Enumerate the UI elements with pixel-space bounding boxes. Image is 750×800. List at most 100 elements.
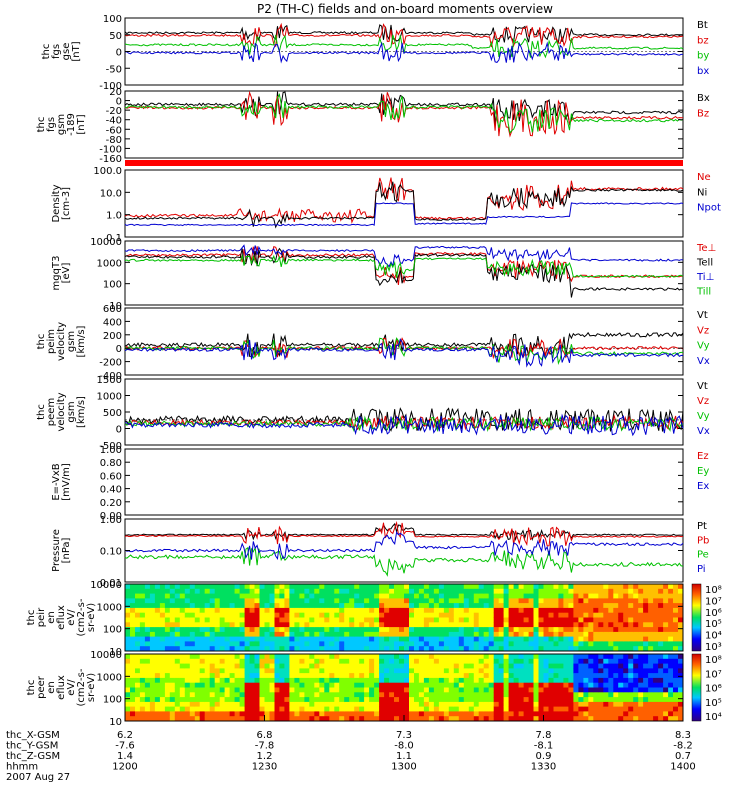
spectrogram-cell (658, 668, 664, 674)
spectrogram-cell (214, 593, 221, 599)
spectrogram-cell (528, 627, 534, 633)
spectrogram-cell (573, 697, 579, 703)
spectrogram-cell (394, 627, 400, 633)
spectrogram-cell (433, 697, 440, 703)
y-tick-label: 10000 (90, 650, 122, 661)
spectrogram-cell (339, 584, 345, 590)
spectrogram-cell (169, 701, 176, 708)
x-axis-row-label: 2007 Aug 27 (6, 772, 70, 783)
spectrogram-cell (339, 687, 345, 693)
spectrogram-cell (563, 603, 569, 609)
spectrogram-cell (428, 673, 435, 679)
spectrogram-cell (394, 636, 400, 642)
spectrogram-cell (209, 588, 216, 594)
spectrogram-cell (573, 711, 579, 717)
spectrogram-cell (289, 663, 295, 669)
spectrogram-cell (518, 658, 524, 664)
spectrogram-cell (663, 607, 669, 614)
spectrogram-cell (404, 603, 410, 609)
spectrogram-cell (663, 668, 669, 674)
spectrogram-cell (224, 584, 230, 590)
spectrogram-cell (244, 641, 250, 647)
spectrogram-cell (359, 697, 365, 703)
spectrogram-cell (433, 668, 440, 674)
y-tick-label: 400 (103, 317, 122, 328)
spectrogram-cell (588, 701, 594, 708)
spectrogram-cell (184, 677, 191, 684)
spectrogram-cell (224, 658, 230, 664)
y-tick-label: 0.10 (100, 547, 122, 558)
spectrogram-cell (364, 636, 370, 642)
spectrogram-cell (164, 682, 171, 688)
spectrogram-cell (443, 584, 450, 590)
spectrogram-cell (433, 706, 440, 712)
spectrogram-cell (414, 716, 420, 722)
spectrogram-cell (229, 598, 235, 604)
spectrogram-cell (324, 641, 330, 647)
spectrogram-cell (428, 617, 435, 623)
spectrogram-cell (394, 687, 400, 693)
spectrogram-cell (668, 617, 674, 623)
spectrogram-cell (159, 636, 166, 642)
spectrogram-cell (364, 593, 370, 599)
spectrogram-cell (139, 658, 146, 664)
spectrogram-cell (478, 673, 485, 679)
spectrogram-cell (130, 687, 136, 693)
spectrogram-cell (234, 603, 240, 609)
spectrogram-cell (608, 603, 614, 609)
spectrogram-cell (179, 658, 186, 664)
spectrogram-cell (618, 646, 624, 652)
spectrogram-cell (239, 641, 245, 647)
spectrogram-cell (433, 701, 440, 708)
spectrogram-cell (558, 607, 564, 614)
spectrogram-cell (443, 631, 450, 638)
spectrogram-cell (518, 692, 524, 698)
spectrogram-cell (279, 663, 285, 669)
spectrogram-cell (533, 593, 539, 599)
spectrogram-cell (558, 584, 564, 590)
spectrogram-cell (259, 603, 265, 609)
spectrogram-cell (314, 612, 320, 618)
spectrogram-cell (414, 663, 420, 669)
y-tick-label: -400 (99, 371, 122, 382)
spectrogram-cell (334, 631, 340, 638)
spectrogram-cell (428, 607, 435, 614)
spectrogram-cell (633, 668, 639, 674)
y-tick-label: 1000 (97, 392, 122, 403)
y-axis-label: thc fgs gse [nT] (41, 41, 82, 61)
spectrogram-cell (189, 646, 196, 652)
spectrogram-cell (319, 617, 325, 623)
spectrogram-cell (279, 627, 285, 633)
spectrogram-cell (244, 673, 250, 679)
spectrogram-cell (583, 677, 589, 684)
spectrogram-cell (139, 646, 146, 652)
spectrogram-cell (488, 598, 495, 604)
spectrogram-cell (249, 631, 255, 638)
spectrogram-cell (399, 607, 405, 614)
spectrogram-cell (344, 598, 350, 604)
spectrogram-cell (588, 617, 594, 623)
spectrogram-cell (264, 636, 270, 642)
series-line-ti (124, 244, 684, 268)
spectrogram-cell (374, 673, 380, 679)
spectrogram-cell (209, 668, 216, 674)
spectrogram-cell (453, 607, 460, 614)
spectrogram-cell (234, 631, 240, 638)
spectrogram-cell (284, 673, 290, 679)
spectrogram-cell (478, 636, 485, 642)
spectrogram-cell (668, 622, 674, 628)
spectrogram-cell (618, 654, 624, 660)
spectrogram-cell (404, 636, 410, 642)
spectrogram-cell (468, 617, 475, 623)
spectrogram-cell (628, 631, 634, 638)
spectrogram-cell (473, 677, 480, 684)
spectrogram-cell (229, 607, 235, 614)
spectrogram-cell (259, 668, 265, 674)
spectrogram-cell (214, 612, 221, 618)
spectrogram-cell (453, 641, 460, 647)
spectrogram-cell (633, 663, 639, 669)
spectrogram-cell (189, 641, 196, 647)
spectrogram-cell (548, 711, 554, 717)
spectrogram-cell (588, 631, 594, 638)
